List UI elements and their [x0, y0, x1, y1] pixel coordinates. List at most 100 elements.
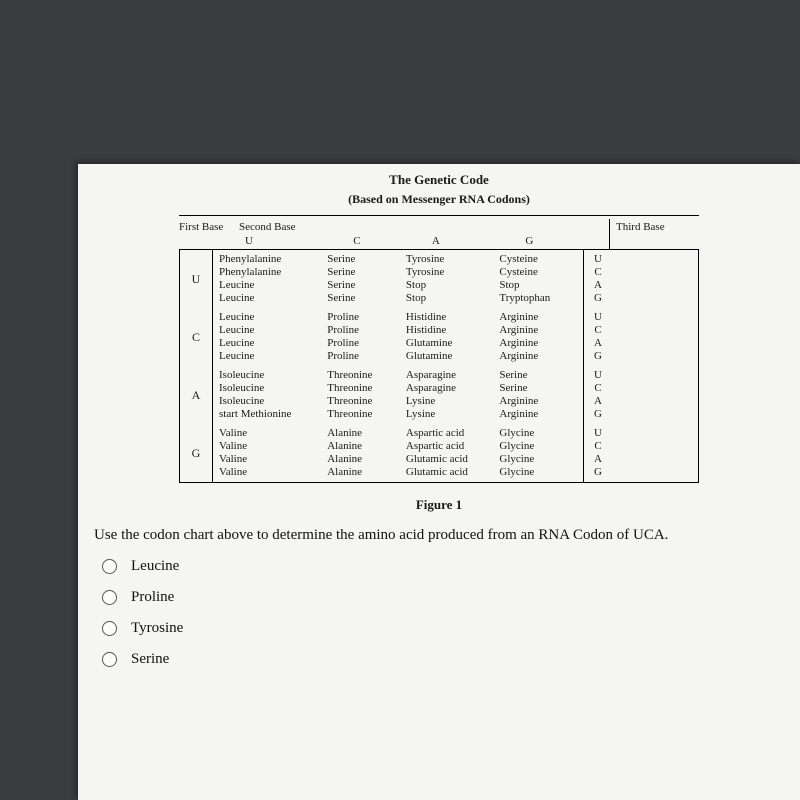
amino-col: GlycineGlycineGlycineGlycine: [499, 427, 583, 479]
amino-acid-label: Tryptophan: [499, 292, 583, 305]
amino-acid-label: Alanine: [327, 440, 406, 453]
amino-col: AlanineAlanineAlanineAlanine: [327, 427, 406, 479]
amino-acid-label: Proline: [327, 324, 406, 337]
amino-acid-label: Arginine: [499, 311, 583, 324]
amino-acid-label: Glycine: [499, 466, 583, 479]
radio-icon[interactable]: [102, 590, 117, 605]
amino-acid-label: Threonine: [327, 382, 406, 395]
amino-col: SerineSerineSerineSerine: [327, 253, 406, 305]
amino-acid-label: Valine: [219, 453, 327, 466]
amino-acid-label: Glutamine: [406, 350, 499, 363]
amino-acid-label: Lysine: [406, 408, 499, 421]
third-base-label: G: [594, 466, 602, 479]
third-base-label: A: [594, 337, 602, 350]
amino-acid-label: Glycine: [499, 453, 583, 466]
third-base-label: C: [594, 382, 601, 395]
first-base-cell: G: [180, 424, 213, 482]
amino-acid-label: Serine: [327, 279, 406, 292]
amino-acid-label: Valine: [219, 427, 327, 440]
answer-option[interactable]: Leucine: [102, 558, 790, 575]
amino-acid-label: Leucine: [219, 279, 327, 292]
radio-icon[interactable]: [102, 652, 117, 667]
amino-acid-label: Stop: [406, 292, 499, 305]
amino-acid-label: Alanine: [327, 466, 406, 479]
header-second-cols: U C A G: [239, 235, 609, 249]
amino-col: ArginineArginineArginineArginine: [499, 311, 583, 363]
table-subtitle: (Based on Messenger RNA Codons): [88, 192, 790, 207]
amino-col: ProlineProlineProlineProline: [327, 311, 406, 363]
table-title: The Genetic Code: [88, 172, 790, 188]
answer-option[interactable]: Tyrosine: [102, 620, 790, 637]
option-label: Serine: [131, 651, 169, 668]
first-base-cell: U: [180, 250, 213, 308]
amino-acid-label: Threonine: [327, 395, 406, 408]
amino-col: IsoleucineIsoleucineIsoleucinestart Meth…: [213, 369, 327, 421]
amino-acid-label: Asparagine: [406, 369, 499, 382]
option-label: Proline: [131, 589, 174, 606]
header-col-u: U: [239, 235, 353, 249]
amino-col: ThreonineThreonineThreonineThreonine: [327, 369, 406, 421]
amino-acid-label: Tyrosine: [406, 253, 499, 266]
amino-acid-label: Aspartic acid: [406, 427, 499, 440]
amino-acid-label: Arginine: [499, 337, 583, 350]
radio-icon[interactable]: [102, 621, 117, 636]
third-base-cell: UCAG: [583, 366, 612, 424]
amino-col: SerineSerineArginineArginine: [499, 369, 583, 421]
amino-acid-label: Valine: [219, 440, 327, 453]
amino-acid-label: Glutamic acid: [406, 466, 499, 479]
amino-col: ValineValineValineValine: [213, 427, 327, 479]
third-base-cell: UCAG: [583, 424, 612, 482]
amino-acid-label: Alanine: [327, 427, 406, 440]
third-base-label: U: [594, 427, 602, 440]
third-base-label: A: [594, 453, 602, 466]
amino-col: Aspartic acidAspartic acidGlutamic acidG…: [406, 427, 499, 479]
amino-columns: PhenylalaninePhenylalanineLeucineLeucine…: [213, 250, 583, 308]
amino-acid-label: Threonine: [327, 369, 406, 382]
amino-acid-label: Lysine: [406, 395, 499, 408]
amino-col: HistidineHistidineGlutamineGlutamine: [406, 311, 499, 363]
codon-row: UPhenylalaninePhenylalanineLeucineLeucin…: [180, 250, 698, 308]
header-col-c: C: [353, 235, 432, 249]
amino-acid-label: Leucine: [219, 292, 327, 305]
amino-acid-label: Leucine: [219, 337, 327, 350]
header-col-g: G: [525, 235, 609, 249]
document-page: The Genetic Code (Based on Messenger RNA…: [78, 164, 800, 800]
amino-acid-label: Glycine: [499, 440, 583, 453]
codon-row: CLeucineLeucineLeucineLeucineProlineProl…: [180, 308, 698, 366]
codon-row: A IsoleucineIsoleucineIsoleucinestart Met…: [180, 366, 698, 424]
amino-acid-label: Leucine: [219, 324, 327, 337]
third-base-label: A: [594, 279, 602, 292]
amino-acid-label: Cysteine: [499, 266, 583, 279]
amino-col: CysteineCysteineStopTryptophan: [499, 253, 583, 305]
question-text: Use the codon chart above to determine t…: [94, 527, 784, 544]
third-base-label: U: [594, 311, 602, 324]
third-base-label: G: [594, 408, 602, 421]
amino-acid-label: Glycine: [499, 427, 583, 440]
answer-option[interactable]: Proline: [102, 589, 790, 606]
amino-columns: LeucineLeucineLeucineLeucineProlineProli…: [213, 308, 583, 366]
amino-acid-label: Aspartic acid: [406, 440, 499, 453]
amino-acid-label: Glutamine: [406, 337, 499, 350]
amino-acid-label: Leucine: [219, 350, 327, 363]
amino-col: AsparagineAsparagineLysineLysine: [406, 369, 499, 421]
amino-acid-label: Arginine: [499, 395, 583, 408]
radio-icon[interactable]: [102, 559, 117, 574]
third-base-label: C: [594, 324, 601, 337]
amino-acid-label: Stop: [406, 279, 499, 292]
third-base-label: A: [594, 395, 602, 408]
answer-options: Leucine Proline Tyrosine Serine: [88, 558, 790, 668]
amino-acid-label: Asparagine: [406, 382, 499, 395]
amino-acid-label: Stop: [499, 279, 583, 292]
amino-acid-label: Arginine: [499, 324, 583, 337]
codon-table: First Base Second Base U C A G Third Bas…: [179, 215, 699, 483]
header-third-base: Third Base: [609, 219, 696, 249]
answer-option[interactable]: Serine: [102, 651, 790, 668]
first-base-cell: C: [180, 308, 213, 366]
amino-acid-label: Isoleucine: [219, 395, 327, 408]
option-label: Leucine: [131, 558, 179, 575]
amino-acid-label: Histidine: [406, 324, 499, 337]
figure-caption: Figure 1: [88, 497, 790, 513]
codon-row: GValineValineValineValineAlanineAlanineA…: [180, 424, 698, 482]
third-base-label: G: [594, 350, 602, 363]
amino-acid-label: Serine: [499, 369, 583, 382]
